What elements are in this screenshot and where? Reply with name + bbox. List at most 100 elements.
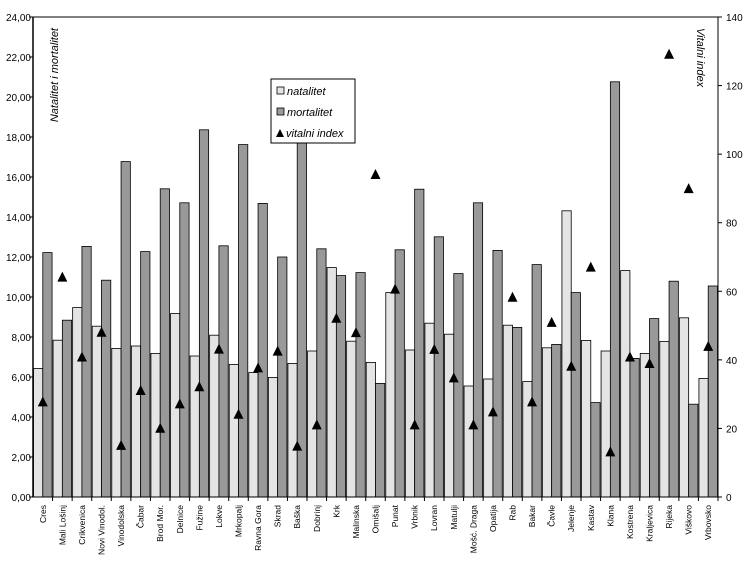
- bar-natalitet: [620, 270, 631, 498]
- x-tick-label: Punat: [390, 504, 400, 527]
- point-vitalni-index: [644, 357, 655, 368]
- x-tick-label: Novi Vinodol.: [97, 505, 107, 555]
- bar-mortalitet: [277, 256, 288, 498]
- bar-mortalitet: [531, 264, 542, 498]
- point-vitalni-index: [664, 48, 675, 59]
- bar-natalitet: [267, 376, 279, 498]
- bar-natalitet: [581, 339, 592, 498]
- x-tick-label: Brod Mor.: [155, 505, 165, 542]
- bar-natalitet: [189, 355, 200, 498]
- bar-mortalitet: [414, 188, 425, 498]
- point-vitalni-index: [468, 419, 479, 430]
- bar-natalitet: [659, 340, 670, 498]
- bar-natalitet: [541, 347, 553, 498]
- bar-natalitet: [444, 333, 455, 498]
- bar-natalitet: [72, 307, 83, 498]
- point-vitalni-index: [253, 362, 264, 373]
- bar-natalitet: [639, 352, 650, 498]
- x-tick-label: Rab: [508, 505, 518, 521]
- point-vitalni-index: [233, 408, 244, 419]
- legend-swatch-mortalitet: [276, 107, 285, 116]
- bar-natalitet: [33, 367, 44, 498]
- y-tick-label: 20,00: [6, 93, 31, 104]
- point-vitalni-index: [350, 327, 361, 338]
- x-tick-label: Ravna Gora: [253, 505, 263, 551]
- point-vitalni-index: [390, 283, 401, 294]
- x-tick-label: Lovran: [429, 505, 439, 531]
- bar-natalitet: [463, 385, 474, 498]
- x-tick-label: Delnice: [175, 505, 185, 534]
- bar-mortalitet: [551, 343, 562, 498]
- bar-natalitet: [52, 339, 63, 498]
- x-tick-label: Klana: [605, 505, 615, 527]
- bar-mortalitet: [140, 251, 151, 498]
- x-tick-label: Vinodolska: [116, 505, 126, 547]
- y2-tick-label: 120: [726, 82, 743, 93]
- x-tick-label: Omišalj: [371, 505, 381, 533]
- x-tick-label: Matulji: [449, 505, 459, 530]
- point-vitalni-index: [37, 396, 48, 407]
- y2-tick-label: 140: [726, 13, 743, 24]
- bar-natalitet: [346, 340, 357, 498]
- bar-natalitet: [502, 324, 513, 498]
- bar-mortalitet: [257, 202, 268, 498]
- y2-tick-label: 20: [726, 424, 738, 435]
- bar-mortalitet: [570, 292, 581, 498]
- legend-swatch-natalitet: [276, 86, 285, 95]
- x-tick-label: Crikvenica: [77, 505, 87, 545]
- point-vitalni-index: [624, 351, 635, 362]
- point-vitalni-index: [76, 351, 87, 362]
- x-tick-label: Mošć. Draga: [468, 505, 478, 553]
- x-tick-label: Baška: [292, 505, 302, 529]
- point-vitalni-index: [683, 183, 694, 194]
- bar-mortalitet: [668, 280, 679, 498]
- bar-mortalitet: [629, 357, 640, 498]
- x-tick-label: Skrad: [273, 505, 283, 527]
- y-tick-label: 14,00: [6, 213, 31, 224]
- y-tick-label: 18,00: [6, 133, 31, 144]
- x-tick-label: Mrkopalj: [234, 505, 244, 537]
- point-vitalni-index: [213, 343, 224, 354]
- bar-mortalitet: [218, 245, 229, 498]
- point-vitalni-index: [448, 372, 459, 383]
- point-vitalni-index: [487, 406, 498, 417]
- x-tick-label: Kastav: [586, 504, 596, 531]
- point-vitalni-index: [292, 440, 303, 451]
- point-vitalni-index: [135, 385, 146, 396]
- bar-natalitet: [483, 378, 494, 498]
- bar-mortalitet: [707, 285, 718, 498]
- bar-mortalitet: [355, 272, 366, 498]
- point-vitalni-index: [155, 422, 166, 433]
- bar-mortalitet: [512, 326, 523, 498]
- x-tick-label: Vrbovsko: [703, 505, 713, 540]
- x-tick-label: Jelenje: [566, 505, 576, 532]
- bar-natalitet: [561, 210, 572, 498]
- bar-natalitet: [130, 345, 142, 498]
- y-tick-label: 16,00: [6, 173, 31, 184]
- y-tick-label: 12,00: [6, 253, 31, 264]
- bar-mortalitet: [492, 249, 503, 498]
- x-tick-label: Kostrena: [625, 505, 635, 539]
- legend-label-vitalni-index: vitalni index: [286, 128, 344, 140]
- point-vitalni-index: [546, 316, 557, 327]
- x-tick-label: Bakar: [527, 505, 537, 527]
- bar-mortalitet: [335, 275, 347, 498]
- point-vitalni-index: [272, 345, 283, 356]
- bar-mortalitet: [238, 144, 249, 498]
- point-vitalni-index: [585, 261, 596, 272]
- y2-tick-label: 100: [726, 150, 743, 161]
- bar-mortalitet: [433, 236, 444, 498]
- y-tick-label: 2,00: [12, 453, 32, 464]
- bar-mortalitet: [42, 252, 53, 498]
- bar-natalitet: [91, 325, 102, 498]
- bar-natalitet: [385, 292, 396, 498]
- x-tick-label: Kraljevica: [645, 505, 655, 542]
- bar-natalitet: [248, 372, 259, 498]
- x-tick-label: Cres: [38, 505, 48, 523]
- point-vitalni-index: [331, 312, 342, 323]
- x-tick-label: Rijeka: [664, 505, 674, 529]
- y2-tick-label: 0: [726, 493, 732, 504]
- y2-tick-label: 80: [726, 219, 738, 230]
- y2-tick-label: 60: [726, 287, 738, 298]
